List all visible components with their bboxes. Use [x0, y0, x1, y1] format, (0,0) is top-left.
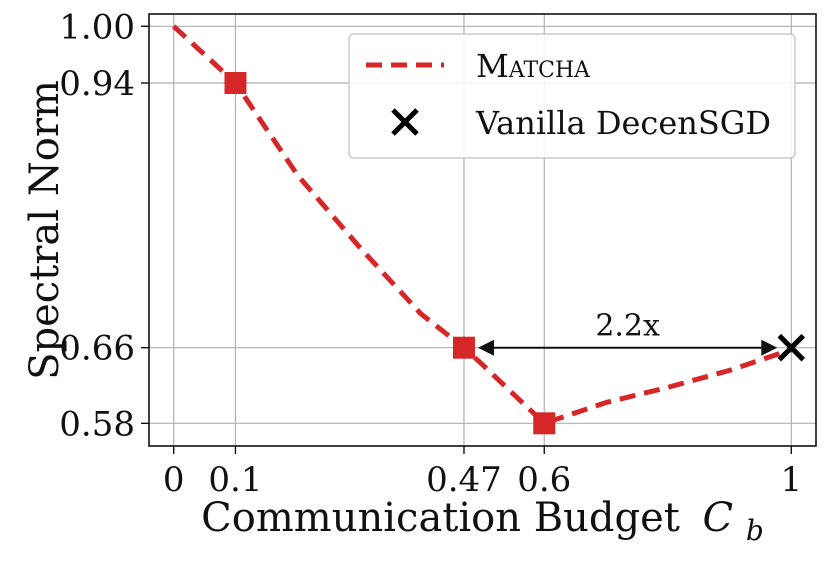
x-tick-label: 0.1: [208, 460, 262, 500]
x-tick-label: 1: [780, 460, 802, 500]
x-axis-label-symbol: C: [703, 495, 734, 541]
legend: Matcha Vanilla DecenSGD: [348, 33, 796, 159]
x-axis-label-subscript: b: [746, 514, 764, 547]
data-point-matcha: [224, 72, 247, 95]
plot-frame: [148, 13, 817, 447]
y-axis-label: Spectral Norm: [22, 80, 68, 380]
x-tick-label: 0.6: [517, 460, 571, 500]
data-point-matcha: [533, 412, 556, 435]
annotation-arrow-head: [477, 339, 494, 356]
data-point-vanilla-decensgd: [777, 333, 806, 362]
series-layer: [172, 24, 806, 435]
annotation-arrow-head: [761, 339, 778, 356]
y-tick-label: 0.66: [59, 329, 135, 369]
series-line-matcha: [172, 24, 793, 426]
x-axis-label-text: Communication Budget: [201, 495, 680, 541]
legend-label-vanilla-decensgd: Vanilla DecenSGD: [475, 104, 771, 142]
annotation-layer: 2.2x: [477, 309, 778, 356]
legend-x-stroke: [391, 108, 419, 136]
legend-box: [348, 33, 796, 159]
y-tick-label: 1.00: [59, 7, 135, 47]
y-tick-label: 0.94: [59, 64, 135, 104]
annotation-label: 2.2x: [595, 309, 660, 344]
data-point-matcha: [452, 336, 475, 359]
x-marker-stroke: [777, 333, 806, 362]
x-tick-label: 0: [163, 460, 185, 500]
x-tick-label: 0.47: [426, 460, 502, 500]
y-tick-label: 0.58: [59, 404, 135, 444]
legend-swatch-vanilla-decensgd: [391, 108, 419, 136]
y-axis: 1.00 0.94 0.66 0.58: [59, 7, 149, 444]
legend-label-matcha: Matcha: [476, 47, 591, 85]
x-axis: 0 0.1 0.47 0.6 1: [163, 446, 802, 500]
x-axis-label: Communication Budget C b: [201, 495, 764, 547]
